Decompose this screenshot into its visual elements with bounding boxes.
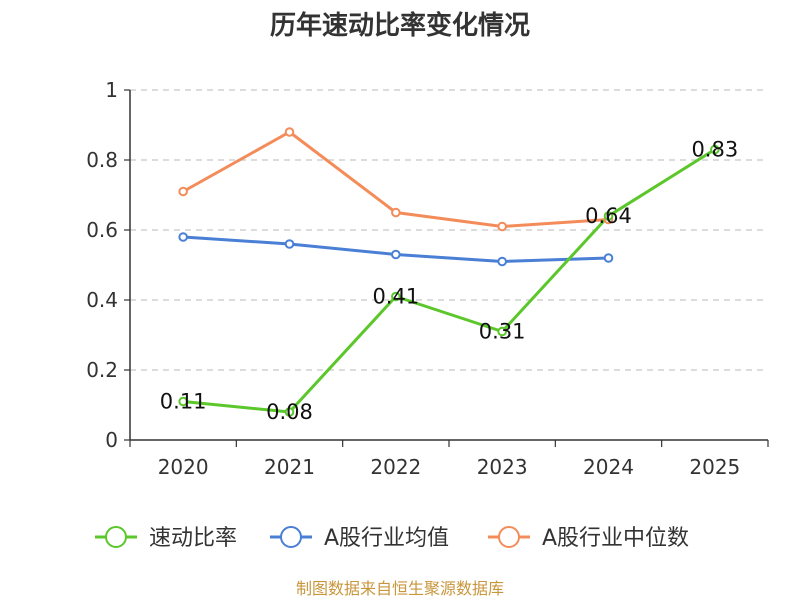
x-tick-label: 2023 — [477, 455, 528, 479]
source-note: 制图数据来自恒生聚源数据库 — [296, 579, 504, 598]
x-tick-label: 2022 — [370, 455, 421, 479]
legend-label: A股行业中位数 — [542, 526, 689, 551]
data-point — [710, 144, 720, 155]
legend-marker — [105, 526, 127, 548]
data-label: 0.64 — [585, 204, 632, 228]
data-point — [603, 211, 614, 221]
data-point — [391, 207, 401, 218]
y-tick-label: 0.2 — [86, 358, 118, 382]
data-point — [178, 232, 188, 242]
axes — [124, 89, 769, 447]
data-point — [497, 326, 507, 337]
data-point — [178, 396, 188, 407]
data-label: 0.31 — [479, 320, 526, 344]
legend: 速动比率 A股行业均值 A股行业中位数 — [95, 526, 689, 551]
chart-title: 历年速动比率变化情况 — [270, 10, 530, 41]
y-tick-label: 0.6 — [86, 218, 118, 242]
series-line-0 — [183, 148, 716, 414]
y-tick-label: 0.4 — [86, 288, 118, 312]
y-tick-label: 0.8 — [86, 148, 118, 172]
data-point — [603, 253, 614, 263]
x-tick-label: 2024 — [583, 455, 634, 479]
legend-item[interactable]: A股行业均值 — [270, 526, 449, 551]
legend-marker — [498, 526, 520, 548]
legend-label: A股行业均值 — [324, 526, 449, 551]
y-tick-label: 1 — [105, 78, 118, 102]
data-point — [178, 186, 188, 197]
data-point — [284, 407, 295, 417]
legend-item[interactable]: 速动比率 — [95, 526, 237, 551]
y-axis-ticks: 0 0.2 0.4 0.6 0.8 1 — [86, 78, 118, 452]
data-point — [497, 221, 507, 232]
legend-item[interactable]: A股行业中位数 — [488, 526, 689, 551]
data-label: 0.11 — [160, 390, 207, 414]
data-label: 0.08 — [266, 400, 313, 424]
x-tick-label: 2020 — [158, 455, 209, 479]
series-points — [178, 127, 720, 417]
y-tick-label: 0 — [105, 428, 118, 452]
x-tick-label: 2025 — [689, 455, 740, 479]
data-label: 0.41 — [372, 285, 419, 309]
data-point — [391, 249, 401, 260]
data-labels: 0.11 0.08 0.41 0.31 0.64 0.83 — [160, 138, 738, 425]
x-axis-ticks: 2020 2021 2022 2023 2024 2025 — [158, 455, 741, 479]
legend-marker — [280, 526, 302, 548]
x-tick-label: 2021 — [264, 455, 315, 479]
data-point — [284, 127, 295, 137]
data-label: 0.83 — [691, 138, 738, 162]
data-point — [497, 256, 507, 267]
legend-label: 速动比率 — [149, 526, 237, 551]
data-point — [391, 291, 401, 302]
grid-lines — [130, 89, 768, 371]
data-point — [284, 239, 295, 249]
